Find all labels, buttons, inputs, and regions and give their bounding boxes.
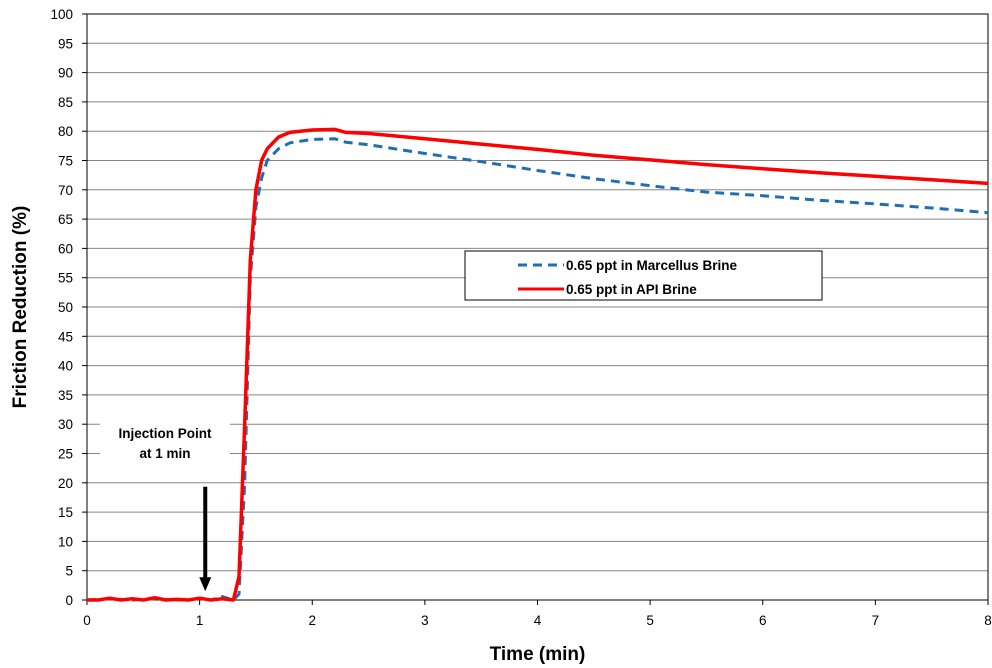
xtick-label-0: 0: [83, 613, 91, 628]
xtick-label-4: 4: [534, 613, 542, 628]
ytick-label-5: 5: [65, 564, 73, 579]
ytick-label-25: 25: [58, 447, 73, 462]
annotation-line-2: at 1 min: [139, 446, 190, 461]
xtick-label-8: 8: [984, 613, 992, 628]
ytick-label-65: 65: [58, 212, 73, 227]
ytick-label-20: 20: [58, 476, 73, 491]
ytick-label-60: 60: [58, 241, 73, 256]
ytick-label-95: 95: [58, 36, 73, 51]
ytick-label-75: 75: [58, 154, 73, 169]
injection-annotation: Injection Point at 1 min: [100, 420, 230, 592]
ytick-label-0: 0: [65, 593, 73, 608]
ytick-label-80: 80: [58, 124, 73, 139]
xtick-label-3: 3: [421, 613, 429, 628]
ytick-label-85: 85: [58, 95, 73, 110]
ytick-label-70: 70: [58, 183, 73, 198]
ytick-label-40: 40: [58, 359, 73, 374]
ytick-label-30: 30: [58, 417, 73, 432]
legend: 0.65 ppt in Marcellus Brine 0.65 ppt in …: [464, 250, 823, 301]
xtick-label-6: 6: [759, 613, 767, 628]
ytick-label-50: 50: [58, 300, 73, 315]
ytick-label-35: 35: [58, 388, 73, 403]
ytick-label-45: 45: [58, 329, 73, 344]
x-axis-ticks: 0 1 2 3 4 5 6 7 8: [83, 600, 992, 628]
horizontal-gridlines: [87, 13, 988, 601]
ytick-label-90: 90: [58, 66, 73, 81]
xtick-label-5: 5: [646, 613, 654, 628]
xtick-label-1: 1: [196, 613, 204, 628]
ytick-label-10: 10: [58, 534, 73, 549]
legend-box: [464, 250, 823, 301]
xtick-label-2: 2: [308, 613, 316, 628]
series-layer: [86, 127, 989, 602]
series-line-1: [87, 127, 989, 602]
injection-arrowhead: [199, 577, 212, 592]
legend-api-label: 0.65 ppt in API Brine: [566, 282, 697, 297]
series-line-0: [86, 137, 989, 602]
ytick-label-100: 100: [50, 7, 73, 22]
ytick-label-55: 55: [58, 271, 73, 286]
xtick-label-7: 7: [872, 613, 880, 628]
y-axis-ticks: 0 5 10 15 20 25 30 35 40 45 50 55 60 65 70 75 80 85 90 95 10…: [50, 7, 87, 608]
x-axis-title: Time (min): [490, 644, 586, 665]
ytick-label-15: 15: [58, 505, 73, 520]
legend-marcellus-label: 0.65 ppt in Marcellus Brine: [566, 258, 738, 273]
annotation-line-1: Injection Point: [119, 426, 213, 441]
annotation-background: [100, 420, 230, 465]
y-axis-title: Friction Reduction (%): [10, 206, 31, 409]
